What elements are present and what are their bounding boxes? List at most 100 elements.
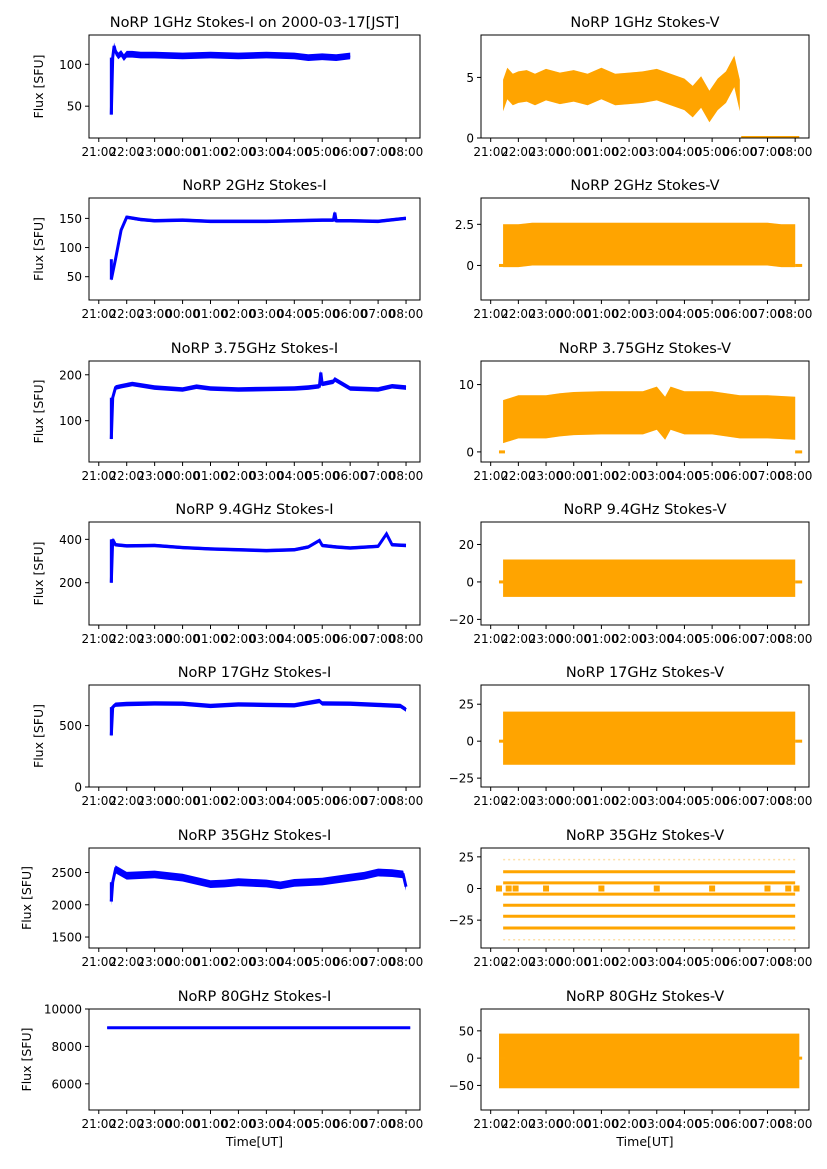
x-tick-label: 02:00 <box>612 307 647 321</box>
y-tick-label: −50 <box>449 1079 474 1093</box>
x-tick-label: 05:00 <box>305 145 340 159</box>
x-tick-label: 02:00 <box>221 794 256 808</box>
plot-area <box>109 698 407 738</box>
y-tick-label: 10 <box>459 378 474 392</box>
axes-frame <box>480 521 810 626</box>
x-tick-label: 07:00 <box>750 955 785 969</box>
data-fringe <box>503 386 796 444</box>
panel-title: NoRP 35GHz Stokes-V <box>566 828 724 844</box>
x-tick-label: 05:00 <box>305 955 340 969</box>
y-tick-label: −20 <box>449 613 474 627</box>
y-tick-label: 200 <box>59 576 82 590</box>
x-tick-label: 00:00 <box>165 794 200 808</box>
data-band <box>503 55 740 123</box>
x-tick-label: 08:00 <box>389 632 424 646</box>
x-tick-label: 01:00 <box>193 307 228 321</box>
panel-title: NoRP 2GHz Stokes-V <box>570 178 719 194</box>
x-tick-label: 21:00 <box>473 632 508 646</box>
x-tick-label: 22:00 <box>109 1117 144 1131</box>
x-tick-label: 01:00 <box>584 145 619 159</box>
x-tick-label: 03:00 <box>249 469 284 483</box>
x-tick-label: 04:00 <box>277 145 312 159</box>
data-band <box>111 865 407 906</box>
x-tick-label: 23:00 <box>137 632 172 646</box>
x-tick-label: 08:00 <box>778 469 813 483</box>
x-tick-label: 06:00 <box>333 632 368 646</box>
x-tick-label: 03:00 <box>639 307 674 321</box>
x-tick-label: 07:00 <box>361 469 396 483</box>
y-axis-label: Flux [SFU] <box>31 704 46 768</box>
x-tick-label: 00:00 <box>165 955 200 969</box>
x-tick-label: 07:00 <box>361 307 396 321</box>
x-tick-label: 23:00 <box>137 145 172 159</box>
y-axis-label: Flux [SFU] <box>31 217 46 281</box>
plot-area <box>109 530 407 585</box>
x-tick-label: 01:00 <box>193 955 228 969</box>
x-tick-label: 06:00 <box>333 1117 368 1131</box>
data-fringe <box>503 559 796 597</box>
axes-frame <box>88 197 421 301</box>
panel-title: NoRP 3.75GHz Stokes-V <box>559 341 731 357</box>
x-tick-label: 06:00 <box>723 794 758 808</box>
x-tick-label: 21:00 <box>81 145 116 159</box>
x-tick-label: 01:00 <box>584 794 619 808</box>
x-tick-label: 02:00 <box>612 955 647 969</box>
x-tick-label: 21:00 <box>473 794 508 808</box>
data-point <box>709 885 716 892</box>
x-tick-label: 01:00 <box>193 1117 228 1131</box>
x-tick-label: 05:00 <box>305 469 340 483</box>
y-axis-label: Flux [SFU] <box>31 542 46 606</box>
x-tick-label: 23:00 <box>137 307 172 321</box>
x-tick-label: 06:00 <box>723 145 758 159</box>
x-tick-label: 00:00 <box>165 1117 200 1131</box>
x-tick-label: 00:00 <box>556 469 591 483</box>
axes-frame <box>480 1008 810 1111</box>
x-tick-label: 23:00 <box>529 307 564 321</box>
x-tick-label: 08:00 <box>778 145 813 159</box>
plot-area <box>109 370 407 442</box>
x-tick-label: 08:00 <box>778 1117 813 1131</box>
plot-area <box>109 865 408 906</box>
x-tick-label: 05:00 <box>305 307 340 321</box>
x-tick-label: 00:00 <box>165 307 200 321</box>
x-tick-label: 01:00 <box>584 955 619 969</box>
x-tick-label: 05:00 <box>695 632 730 646</box>
x-tick-label: 22:00 <box>501 955 536 969</box>
data-fringe <box>499 1033 800 1089</box>
x-tick-label: 07:00 <box>750 1117 785 1131</box>
panel-17ghz-v: NoRP 17GHz Stokes-V −25 0 25 21:0022:0023:00… <box>449 665 813 808</box>
y-tick-label: 20 <box>459 538 474 552</box>
x-tick-label: 03:00 <box>639 794 674 808</box>
axes-frame <box>88 847 421 949</box>
x-tick-label: 01:00 <box>584 632 619 646</box>
x-tick-label: 02:00 <box>612 1117 647 1131</box>
x-tick-label: 00:00 <box>556 1117 591 1131</box>
x-tick-label: 08:00 <box>778 794 813 808</box>
x-tick-label: 23:00 <box>529 1117 564 1131</box>
x-tick-label: 21:00 <box>473 1117 508 1131</box>
x-tick-label: 04:00 <box>667 469 702 483</box>
x-tick-label: 23:00 <box>529 632 564 646</box>
x-tick-label: 05:00 <box>305 794 340 808</box>
panel-title: NoRP 35GHz Stokes-I <box>178 828 332 844</box>
y-tick-label: −25 <box>449 772 474 786</box>
data-point <box>505 885 512 892</box>
y-tick-label: 0 <box>466 445 474 459</box>
axes-frame <box>480 34 810 139</box>
data-point <box>793 885 800 892</box>
x-tick-label: 06:00 <box>723 955 758 969</box>
y-tick-label: 0 <box>466 575 474 589</box>
x-tick-label: 03:00 <box>249 632 284 646</box>
x-tick-label: 04:00 <box>277 632 312 646</box>
y-tick-label: 2500 <box>51 866 82 880</box>
x-tick-label: 23:00 <box>137 794 172 808</box>
data-point <box>498 739 505 743</box>
data-band <box>111 42 351 118</box>
x-tick-label: 22:00 <box>109 955 144 969</box>
panel-title: NoRP 80GHz Stokes-I <box>178 989 332 1005</box>
x-tick-label: 01:00 <box>193 469 228 483</box>
x-tick-label: 06:00 <box>723 307 758 321</box>
panel-9_4ghz-v: NoRP 9.4GHz Stokes-V −20 0 20 21:0022:0023:0… <box>449 502 813 646</box>
x-tick-label: 08:00 <box>778 955 813 969</box>
x-tick-label: 07:00 <box>750 794 785 808</box>
